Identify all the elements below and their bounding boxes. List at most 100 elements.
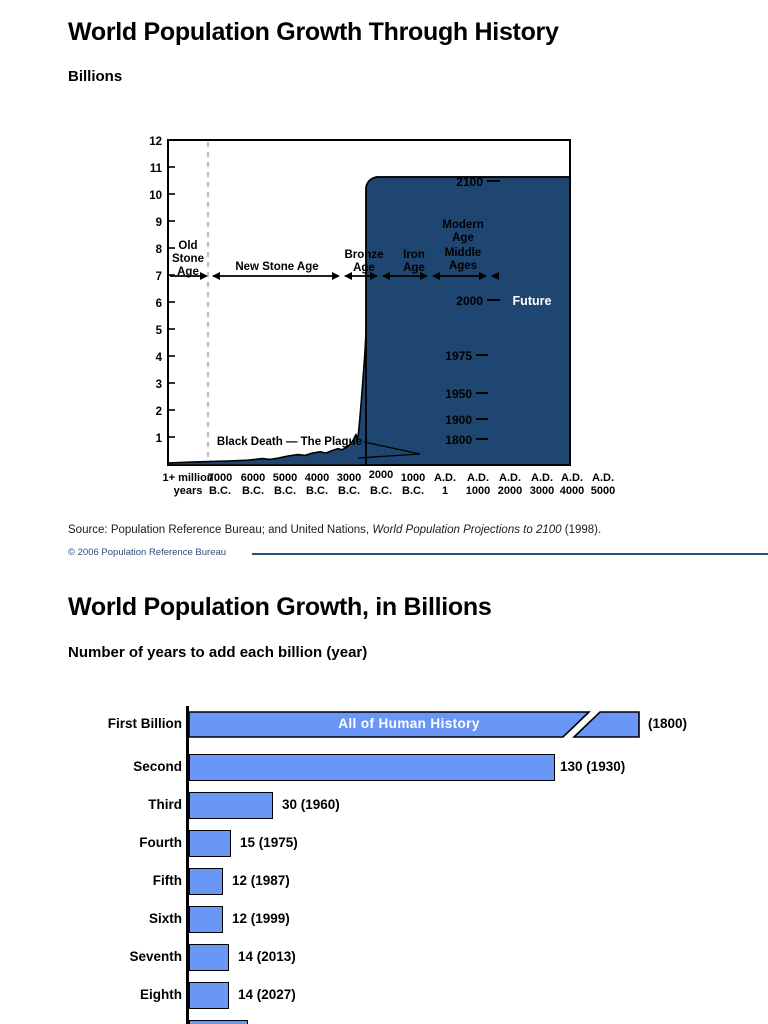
- bar-fourth: [189, 830, 231, 857]
- bar-value-label: 21 (2048): [256, 1018, 314, 1024]
- bar-value-label: 14 (2013): [238, 949, 296, 964]
- table-row: Third 30 (1960): [0, 790, 768, 820]
- svg-text:3000: 3000: [530, 485, 554, 497]
- title-accent-rule-2: [68, 626, 768, 633]
- copyright-notice: © 2006 Population Reference Bureau: [68, 547, 227, 558]
- bar-third: [189, 792, 273, 819]
- bar-eighth: [189, 982, 229, 1009]
- svg-text:years: years: [174, 485, 203, 497]
- svg-text:12: 12: [149, 136, 162, 148]
- svg-text:2000: 2000: [369, 469, 393, 481]
- future-block: [365, 176, 571, 466]
- svg-text:A.D.: A.D.: [467, 472, 489, 484]
- bar-category-label: Second: [133, 759, 182, 774]
- table-row: Second 130 (1930): [0, 752, 768, 782]
- svg-text:1800: 1800: [445, 433, 472, 447]
- bar-category-label: Sixth: [148, 911, 182, 926]
- svg-text:3000: 3000: [337, 472, 361, 484]
- bar-sixth: [189, 906, 223, 933]
- svg-text:5: 5: [156, 325, 163, 337]
- svg-text:A.D.: A.D.: [531, 472, 553, 484]
- svg-text:4000: 4000: [305, 472, 329, 484]
- source-text-lead: Source: Population Reference Bureau; and…: [68, 524, 373, 536]
- era-arrowheads: [200, 272, 499, 280]
- svg-text:1+ million: 1+ million: [162, 472, 213, 484]
- bar-value-label: 15 (1975): [240, 835, 298, 850]
- table-row: Fourth 15 (1975): [0, 828, 768, 858]
- bar-category-label: First Billion: [107, 716, 182, 731]
- table-row: First Billion All of Human History (1800…: [0, 709, 768, 739]
- bar-category-label: Ninth: [62, 1018, 182, 1024]
- svg-text:B.C.: B.C.: [370, 485, 392, 497]
- svg-text:2100: 2100: [456, 175, 483, 189]
- svg-text:1000: 1000: [466, 485, 490, 497]
- future-label: Future: [513, 294, 552, 308]
- billion-milestones-barchart: First Billion All of Human History (1800…: [0, 700, 768, 1024]
- svg-text:Ages: Ages: [449, 260, 477, 272]
- svg-text:4000: 4000: [560, 485, 584, 497]
- svg-text:9: 9: [156, 217, 162, 229]
- bar-seventh: [189, 944, 229, 971]
- svg-text:B.C.: B.C.: [338, 485, 360, 497]
- source-text-tail: (1998).: [561, 524, 602, 536]
- table-row: Sixth 12 (1999): [0, 904, 768, 934]
- svg-text:New Stone Age: New Stone Age: [235, 261, 318, 273]
- bar-value-label: 30 (1960): [282, 797, 340, 812]
- svg-text:11: 11: [150, 163, 163, 175]
- table-row: Eighth 14 (2027): [0, 980, 768, 1010]
- population-history-chart: 12 11 10 9 8 7 6 5 4 3 2 1 Future: [149, 136, 615, 497]
- bar-inner-label: All of Human History: [338, 716, 480, 731]
- bar-category-label: Fourth: [139, 835, 182, 850]
- svg-text:1: 1: [442, 485, 448, 497]
- bar-category-label: Seventh: [129, 949, 182, 964]
- svg-text:6000: 6000: [241, 472, 265, 484]
- svg-text:5000: 5000: [591, 485, 615, 497]
- svg-text:5000: 5000: [273, 472, 297, 484]
- svg-text:1975: 1975: [445, 349, 472, 363]
- svg-text:B.C.: B.C.: [274, 485, 296, 497]
- bar-second: [189, 754, 555, 781]
- chart1-source: Source: Population Reference Bureau; and…: [68, 524, 601, 536]
- svg-text:3: 3: [156, 379, 162, 391]
- slide2-title: World Population Growth, in Billions: [68, 593, 492, 621]
- svg-text:2000: 2000: [498, 485, 522, 497]
- bar-value-label: 12 (1987): [232, 873, 290, 888]
- svg-text:Middle: Middle: [445, 247, 481, 259]
- bar-category-label: Eighth: [140, 987, 182, 1002]
- svg-text:Age: Age: [452, 232, 474, 244]
- svg-text:1000: 1000: [401, 472, 425, 484]
- svg-text:7: 7: [156, 271, 162, 283]
- y-axis: 12 11 10 9 8 7 6 5 4 3 2 1: [149, 136, 175, 445]
- barchart-axis: [186, 706, 189, 1024]
- svg-text:1: 1: [156, 433, 163, 445]
- bar-first-billion: [189, 711, 640, 738]
- svg-text:Old: Old: [178, 240, 197, 252]
- svg-text:Age: Age: [403, 262, 425, 274]
- black-death-annotation: Black Death — The Plague: [217, 436, 362, 448]
- svg-text:1900: 1900: [445, 413, 472, 427]
- source-publication-title: World Population Projections to 2100: [372, 524, 562, 536]
- svg-text:A.D.: A.D.: [561, 472, 583, 484]
- svg-text:Age: Age: [177, 266, 199, 278]
- svg-text:8: 8: [156, 244, 163, 256]
- svg-text:4: 4: [156, 352, 163, 364]
- svg-text:2000: 2000: [456, 294, 483, 308]
- bar-value-label: 130 (1930): [560, 759, 626, 774]
- bar-value-label: 14 (2027): [238, 987, 296, 1002]
- svg-text:6: 6: [156, 298, 162, 310]
- svg-text:10: 10: [149, 190, 162, 202]
- era-labels: Old Stone Age New Stone Age Bronze Age I…: [172, 219, 484, 278]
- svg-text:2: 2: [156, 406, 162, 418]
- svg-text:A.D.: A.D.: [499, 472, 521, 484]
- svg-text:7000: 7000: [208, 472, 232, 484]
- copyright-rule: [252, 553, 768, 555]
- svg-text:Stone: Stone: [172, 253, 204, 265]
- svg-text:1950: 1950: [445, 387, 472, 401]
- bar-ninth: [189, 1020, 248, 1024]
- svg-text:B.C.: B.C.: [209, 485, 231, 497]
- bar-value-label: 12 (1999): [232, 911, 290, 926]
- svg-text:A.D.: A.D.: [434, 472, 456, 484]
- year-markers: 2100 2000 1975 1950 1900 1800: [445, 175, 500, 447]
